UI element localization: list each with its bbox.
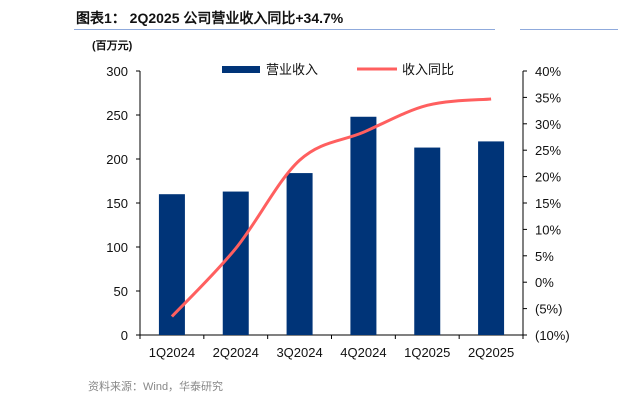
unit-label: (百万元) <box>92 40 133 52</box>
right-tick-label: 40% <box>535 64 561 79</box>
right-tick-label: 15% <box>535 196 561 211</box>
right-tick-label: (10%) <box>535 328 570 343</box>
bar-4Q2024 <box>350 116 377 335</box>
line-收入同比 <box>170 97 492 318</box>
title-divider-right <box>520 29 618 30</box>
left-tick-label: 100 <box>106 240 128 255</box>
left-tick-label: 50 <box>114 284 128 299</box>
right-tick-label: 25% <box>535 143 561 158</box>
bar-1Q2025 <box>414 147 441 335</box>
legend-swatch-bar <box>222 66 260 73</box>
x-tick-label: 2Q2024 <box>213 345 259 360</box>
chart-title: 图表1： 2Q2025 公司营业收入同比+34.7% <box>76 10 344 26</box>
left-tick-label: 150 <box>106 196 128 211</box>
right-tick-label: 10% <box>535 222 561 237</box>
x-tick-label: 1Q2024 <box>149 345 195 360</box>
x-tick-label: 2Q2025 <box>468 345 514 360</box>
left-tick-label: 200 <box>106 152 128 167</box>
bar-2Q2025 <box>478 141 505 335</box>
bar-1Q2024 <box>158 194 185 335</box>
right-tick-label: 30% <box>535 117 561 132</box>
title-divider <box>74 29 495 30</box>
legend-label-line: 收入同比 <box>402 62 454 77</box>
left-tick-label: 300 <box>106 64 128 79</box>
right-tick-label: 5% <box>535 249 554 264</box>
source-note: 资料来源：Wind，华泰研究 <box>88 381 224 393</box>
left-tick-label: 0 <box>121 328 128 343</box>
right-tick-label: 20% <box>535 170 561 185</box>
bar-3Q2024 <box>286 173 313 335</box>
right-tick-label: 0% <box>535 275 554 290</box>
legend-label-bar: 营业收入 <box>266 62 318 77</box>
left-tick-label: 250 <box>106 108 128 123</box>
x-tick-label: 1Q2025 <box>404 345 450 360</box>
right-tick-label: 35% <box>535 90 561 105</box>
x-tick-label: 3Q2024 <box>276 345 322 360</box>
x-tick-label: 4Q2024 <box>340 345 386 360</box>
bar-2Q2024 <box>222 191 249 335</box>
right-tick-label: (5%) <box>535 302 562 317</box>
